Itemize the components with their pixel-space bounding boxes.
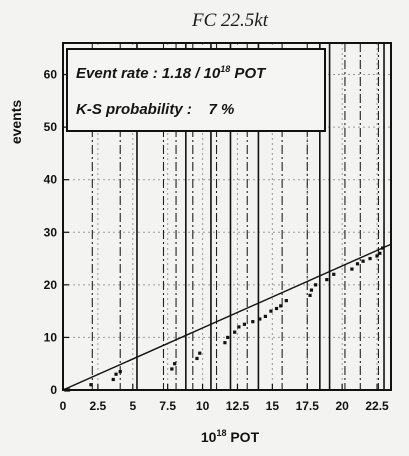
y-tick-label-2: 20 [44, 278, 58, 292]
x-tick-label-5: 12.5 [226, 399, 250, 413]
annotation-line-1-sup: 18 [220, 64, 230, 74]
annotation-line-1-prefix: Event rate : 1.18 / 10 [76, 65, 221, 82]
y-tick-label-0: 0 [50, 383, 57, 397]
x-tick-label-6: 15 [266, 399, 280, 413]
data-point-8 [195, 356, 199, 361]
data-point-3 [111, 377, 115, 382]
data-point-33 [381, 246, 385, 250]
y-axis-label: events [8, 100, 24, 145]
x-tick-label-9: 22.5 [365, 399, 389, 413]
data-point-15 [251, 320, 255, 324]
chart-title: FC 22.5kt [191, 10, 269, 31]
y-tick-label-6: 60 [44, 68, 58, 82]
annotation-frame [66, 48, 326, 132]
x-axis-label-sup: 18 [216, 428, 226, 438]
x-tick-label-4: 10 [196, 399, 210, 413]
x-tick-label-1: 2.5 [90, 399, 107, 413]
data-point-5 [118, 369, 122, 374]
y-tick-label-4: 40 [44, 173, 58, 187]
data-point-6 [170, 367, 174, 371]
x-tick-label-8: 20 [335, 399, 349, 413]
data-point-12 [233, 330, 237, 334]
annotation-line-1: Event rate : 1.18 / 1018 POT [76, 64, 267, 82]
y-tick-label-5: 50 [44, 120, 58, 134]
expected-line [62, 243, 392, 391]
x-axis-label-suffix: POT [226, 429, 259, 445]
data-point-17 [263, 314, 267, 318]
data-point-11 [226, 335, 230, 340]
y-tick-label-1: 10 [44, 330, 58, 344]
data-point-25 [325, 277, 329, 282]
data-point-32 [378, 251, 382, 255]
data-point-2 [89, 383, 93, 387]
data-point-30 [368, 256, 372, 261]
data-point-27 [350, 267, 354, 271]
expected-line-group [62, 243, 392, 391]
data-point-20 [279, 304, 283, 308]
data-point-29 [361, 259, 365, 263]
ticks: 0 2.5 5 7.5 10 12.5 15 17.5 20 22.5 0 10 20 30 40 50 60 [44, 68, 389, 413]
y-tick-label-3: 30 [44, 225, 58, 239]
data-point-14 [242, 322, 247, 326]
data-point-16 [258, 317, 262, 321]
data-point-9 [198, 351, 202, 355]
data-point-31 [375, 254, 379, 258]
data-point-19 [274, 306, 279, 311]
x-tick-label-7: 17.5 [296, 399, 320, 413]
annotation-box: Event rate : 1.18 / 1018 POT K-S probabi… [66, 48, 326, 132]
data-point-22 [308, 293, 312, 297]
data-point-21 [284, 299, 288, 303]
data-point-13 [237, 325, 241, 329]
annotation-line-2: K-S probability : 7 % [76, 101, 234, 118]
annotation-line-1-suffix: POT [230, 65, 267, 82]
data-point-23 [309, 288, 314, 292]
data-point-18 [269, 309, 273, 313]
plot-frame [62, 42, 392, 391]
x-tick-label-2: 5 [129, 399, 136, 413]
data-point-26 [332, 272, 336, 276]
data-point-10 [223, 341, 227, 345]
x-axis-label: 1018 POT [201, 428, 260, 445]
x-axis-label-base: 10 [201, 429, 217, 445]
data-point-7 [173, 362, 177, 366]
data-point-28 [355, 262, 360, 266]
x-tick-label-0: 0 [60, 399, 67, 413]
data-point-4 [114, 372, 118, 376]
x-tick-label-3: 7.5 [159, 399, 176, 413]
data-point-24 [314, 283, 318, 287]
